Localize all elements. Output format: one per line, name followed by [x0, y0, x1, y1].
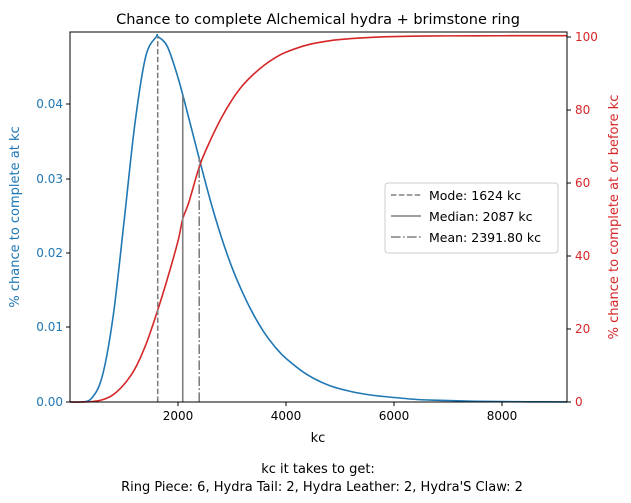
legend: Mode: 1624 kc Median: 2087 kc Mean: 2391… [384, 182, 559, 254]
legend-mean-label: Mean: 2391.80 kc [429, 230, 541, 245]
chart-title: Chance to complete Alchemical hydra + br… [116, 12, 520, 28]
cdf-series-line [69, 34, 568, 403]
x-axis-ticks: 2000 4000 6000 8000 [163, 402, 518, 423]
y-right-tick-label: 100 [575, 30, 598, 44]
y-right-axis-label: % chance to complete at or before kc [607, 95, 622, 340]
y-left-tick-label: 0.01 [36, 320, 63, 334]
x-tick-label: 6000 [379, 409, 410, 423]
y-right-tick-label: 80 [575, 103, 590, 117]
marker-lines [156, 36, 201, 402]
y-left-tick-label: 0.02 [36, 246, 63, 260]
y-right-tick-label: 0 [575, 395, 583, 409]
y-left-axis-label: % chance to complete at kc [8, 126, 23, 307]
caption-line-1: kc it takes to get: [261, 462, 375, 477]
y-left-tick-label: 0.04 [36, 97, 63, 111]
x-tick-label: 4000 [271, 409, 302, 423]
y-left-tick-label: 0.03 [36, 172, 63, 186]
legend-mode-label: Mode: 1624 kc [429, 188, 521, 203]
y-right-tick-label: 40 [575, 249, 590, 263]
left-axis-ticks: 0.00 0.01 0.02 0.03 0.04 [36, 97, 70, 409]
y-right-tick-label: 20 [575, 322, 590, 336]
x-axis-label: kc [311, 431, 326, 446]
y-left-tick-label: 0.00 [36, 395, 63, 409]
plot-area [69, 33, 568, 404]
x-tick-label: 2000 [163, 409, 194, 423]
legend-box [384, 182, 559, 254]
x-tick-label: 8000 [487, 409, 518, 423]
caption-line-2: Ring Piece: 6, Hydra Tail: 2, Hydra Leat… [121, 480, 523, 495]
legend-median-label: Median: 2087 kc [429, 209, 533, 224]
right-axis-ticks: 0 20 40 60 80 100 [567, 30, 598, 409]
pdf-series-line [69, 33, 568, 404]
axes-frame [69, 31, 568, 403]
y-right-tick-label: 60 [575, 176, 590, 190]
